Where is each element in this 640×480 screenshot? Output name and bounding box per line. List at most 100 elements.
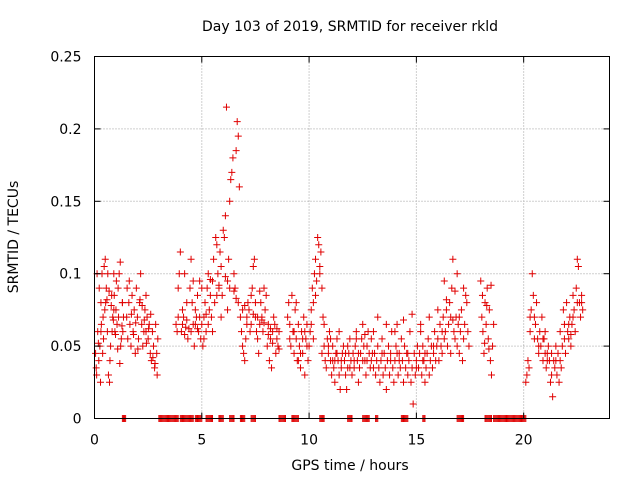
data-point [535, 349, 543, 357]
data-point [265, 357, 273, 365]
data-point [417, 320, 425, 328]
data-point [569, 313, 577, 321]
data-point [274, 342, 282, 350]
data-point [235, 183, 243, 191]
data-point [354, 349, 362, 357]
data-point [266, 325, 274, 333]
data-point [187, 255, 195, 263]
data-point [262, 291, 270, 299]
data-point [104, 270, 112, 278]
data-point [248, 284, 256, 292]
data-point [140, 316, 148, 324]
data-point [564, 328, 572, 336]
data-point [241, 357, 249, 365]
data-point [445, 320, 453, 328]
data-point [567, 331, 575, 339]
data-point [337, 357, 345, 365]
data-point [132, 319, 140, 327]
data-point [411, 371, 419, 379]
data-point [378, 335, 386, 343]
data-point [142, 291, 150, 299]
data-point [204, 270, 212, 278]
data-point [307, 320, 315, 328]
data-point [439, 313, 447, 321]
data-point [307, 306, 315, 314]
data-point [418, 371, 426, 379]
data-point [146, 349, 154, 357]
data-point [201, 299, 209, 307]
data-point [205, 306, 213, 314]
data-point [229, 154, 237, 162]
data-point [346, 364, 354, 372]
data-point [285, 299, 293, 307]
data-point [422, 364, 430, 372]
data-point [450, 328, 458, 336]
data-point [212, 234, 220, 241]
data-point [213, 291, 221, 299]
data-point [465, 342, 473, 350]
data-point [247, 320, 255, 328]
data-point [191, 306, 199, 314]
data-point [559, 306, 567, 314]
data-point [359, 320, 367, 328]
data-point [430, 349, 438, 357]
data-point [456, 328, 464, 336]
data-point [453, 270, 461, 278]
data-point [459, 357, 467, 365]
data-point [533, 299, 541, 307]
data-point [234, 132, 242, 140]
points-layer [92, 103, 587, 422]
data-point [100, 335, 108, 343]
data-point [106, 357, 114, 365]
data-point [275, 345, 283, 353]
data-point [404, 371, 412, 379]
data-point [457, 306, 465, 314]
data-point [139, 342, 147, 350]
data-point [234, 299, 242, 307]
data-point [180, 313, 188, 321]
data-point [400, 378, 407, 386]
data-point [116, 359, 124, 367]
data-point [303, 342, 311, 350]
data-point [447, 349, 455, 357]
data-point [535, 342, 543, 350]
data-point [425, 371, 433, 379]
data-point [256, 320, 264, 328]
data-point [259, 328, 267, 336]
data-point [118, 299, 126, 307]
data-point [489, 342, 497, 350]
data-point [438, 328, 446, 336]
data-point [331, 378, 339, 386]
data-point [330, 364, 338, 372]
data-point [451, 335, 459, 343]
data-point [286, 335, 294, 343]
data-point [92, 364, 100, 372]
data-point [487, 281, 495, 289]
data-point [97, 378, 105, 386]
data-point [352, 328, 360, 336]
data-point [110, 291, 118, 299]
y-axis-label: SRMTID / TECUs [6, 181, 22, 294]
data-point [236, 313, 244, 321]
data-point [542, 364, 550, 372]
data-point [574, 262, 582, 270]
data-point [523, 371, 531, 379]
data-point [206, 275, 214, 283]
data-point [108, 328, 116, 336]
data-point [270, 313, 278, 321]
data-point [112, 277, 120, 285]
data-point [454, 320, 462, 328]
data-point [382, 320, 390, 328]
data-point [287, 342, 295, 350]
data-point [194, 291, 201, 299]
data-point [335, 328, 343, 336]
data-point [127, 342, 135, 350]
data-point [213, 241, 221, 249]
data-point [304, 357, 312, 365]
data-point [318, 349, 326, 357]
data-point [133, 313, 141, 321]
ticks-layer: 0 0.05 0.1 0.15 0.2 0.25 0 5 10 15 20 [50, 50, 610, 449]
data-point [232, 294, 240, 302]
data-point [246, 328, 254, 336]
data-point [402, 364, 410, 372]
